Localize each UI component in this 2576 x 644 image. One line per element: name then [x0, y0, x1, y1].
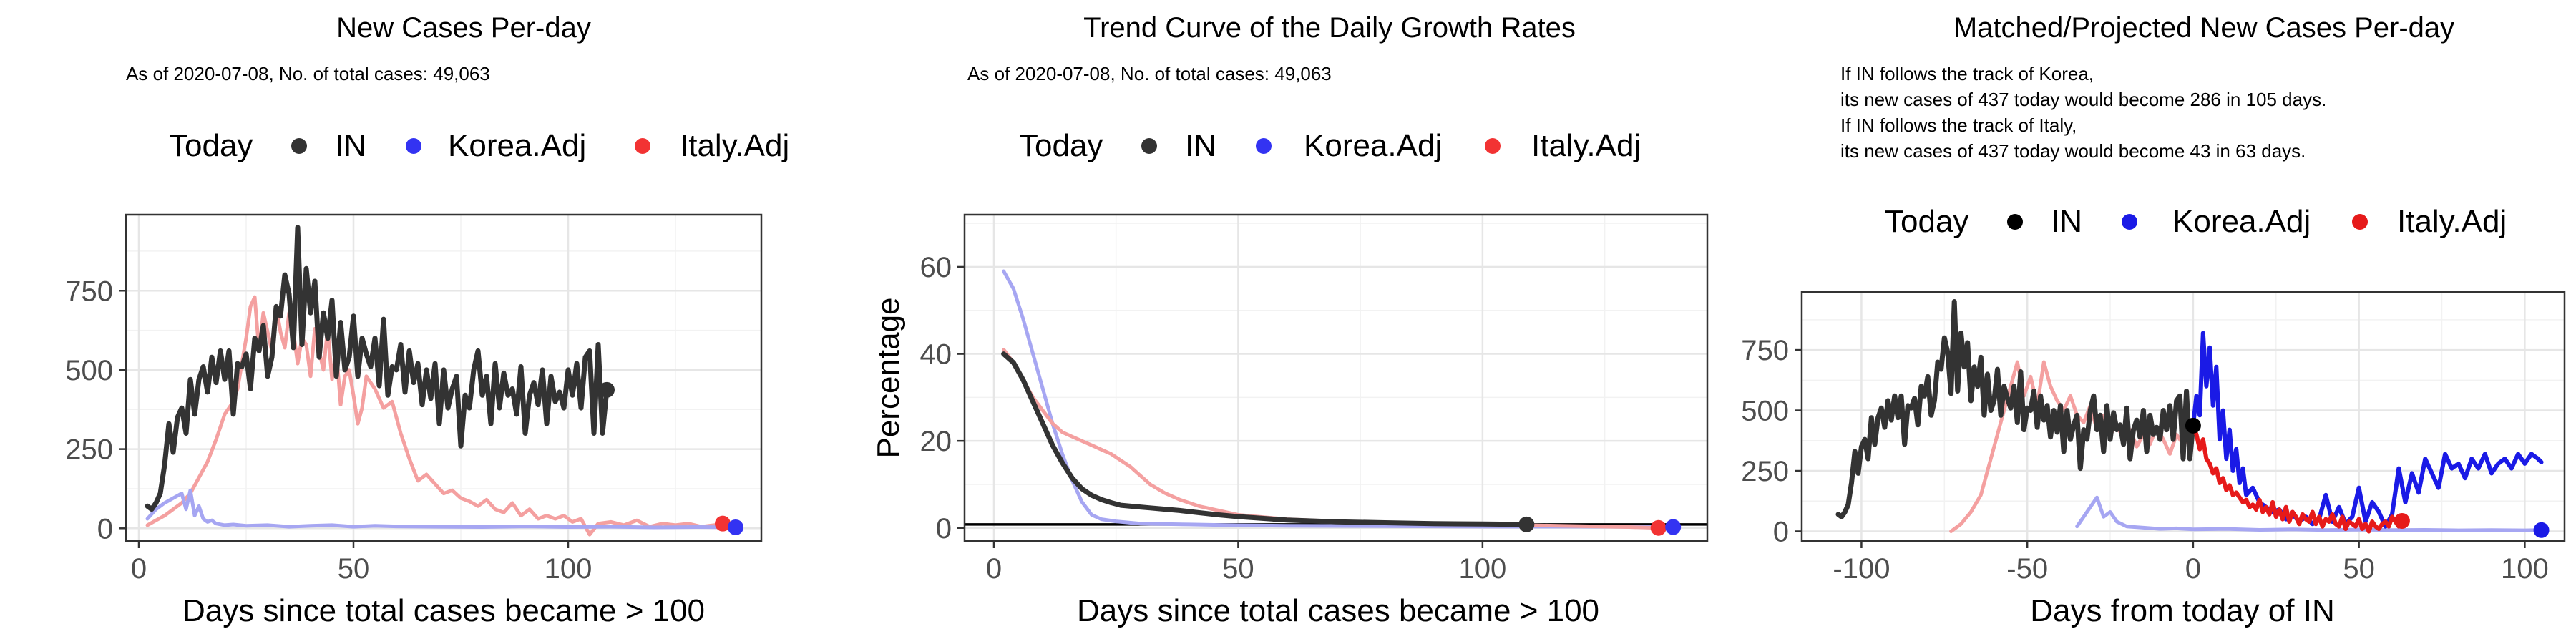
subtitle-line: As of 2020-07-08, No. of total cases: 49… — [967, 63, 1332, 84]
axis-ticks: -100 -50 0 50 100 0 250 500 750 — [1741, 335, 2549, 585]
today-point-korea-adj — [2533, 522, 2550, 538]
today-point-italy-adj — [1650, 519, 1667, 536]
legend-title: Today — [1885, 204, 1968, 239]
today-points — [1518, 516, 1682, 536]
axis-ticks: 0 50 100 0 20 40 60 — [920, 252, 1507, 585]
series-lines — [1835, 299, 2544, 534]
today-points — [599, 381, 743, 535]
series-line-korea-adj-projected — [2190, 331, 2544, 529]
y-tick-label: 0 — [936, 513, 952, 545]
legend-key-in — [2007, 214, 2023, 230]
chart-subtitle: If IN follows the track of Korea, its ne… — [1840, 63, 2326, 162]
x-axis-label: Days from today of IN — [2030, 593, 2334, 628]
subtitle-line: If IN follows the track of Italy, — [1840, 114, 2077, 136]
series-line-in — [145, 225, 610, 512]
x-tick-label: 100 — [2501, 553, 2549, 585]
legend-key-italy — [1485, 138, 1501, 154]
subtitle-line: If IN follows the track of Korea, — [1840, 63, 2094, 84]
y-tick-label: 750 — [1741, 335, 1789, 366]
subtitle-line: its new cases of 437 today would become … — [1840, 89, 2326, 110]
chart-title: New Cases Per-day — [336, 12, 591, 44]
legend-key-italy — [2352, 214, 2368, 230]
today-points — [2185, 417, 2550, 538]
x-tick-label: 50 — [2343, 553, 2375, 585]
y-tick-label: 250 — [1741, 456, 1789, 487]
legend-key-in — [1141, 138, 1157, 154]
x-axis-label: Days since total cases became > 100 — [182, 593, 705, 628]
growth-rate-chart: Trend Curve of the Daily Growth Rates As… — [871, 12, 1709, 628]
x-tick-label: 0 — [2185, 553, 2201, 585]
subtitle-line: its new cases of 437 today would become … — [1840, 140, 2306, 162]
legend-key-korea — [2122, 214, 2137, 230]
x-tick-label: 50 — [1222, 553, 1254, 585]
y-tick-label: 0 — [1773, 516, 1789, 547]
series-line-korea-adj — [1002, 269, 1675, 529]
legend-key-korea — [406, 138, 421, 154]
legend-label-in: IN — [335, 128, 366, 163]
y-tick-label: 0 — [97, 513, 113, 545]
plot-area — [963, 213, 1709, 542]
plot-border — [1800, 291, 2566, 542]
x-tick-label: 100 — [1458, 553, 1506, 585]
chart-subtitle: As of 2020-07-08, No. of total cases: 49… — [967, 63, 1332, 84]
subtitle-line: As of 2020-07-08, No. of total cases: 49… — [126, 63, 490, 84]
today-point-korea-adj — [1665, 519, 1682, 535]
series-line-korea-adj — [145, 488, 738, 530]
new-cases-chart: New Cases Per-day As of 2020-07-08, No. … — [65, 12, 789, 628]
x-tick-label: 50 — [338, 553, 370, 585]
axis-ticks: 0 50 100 0 250 500 750 — [65, 275, 592, 585]
legend-label-korea: Korea.Adj — [1304, 128, 1442, 163]
series-line-korea-adj-matched — [2075, 495, 2544, 532]
y-tick-label: 250 — [65, 434, 113, 466]
chart-title: Trend Curve of the Daily Growth Rates — [1083, 12, 1576, 44]
legend: Today IN Korea.Adj Italy.Adj — [1885, 204, 2507, 239]
y-tick-label: 750 — [65, 275, 113, 307]
x-tick-label: 0 — [131, 553, 147, 585]
x-tick-label: -50 — [2006, 553, 2048, 585]
series-lines — [1001, 269, 1675, 530]
legend-key-italy — [635, 138, 650, 154]
legend-label-italy: Italy.Adj — [680, 128, 789, 163]
chart-title: Matched/Projected New Cases Per-day — [1953, 12, 2454, 44]
today-point-italy-adj — [2394, 512, 2410, 529]
x-axis-label: Days since total cases became > 100 — [1077, 593, 1599, 628]
legend-label-italy: Italy.Adj — [2397, 204, 2507, 239]
today-point-in — [2185, 417, 2201, 434]
x-tick-label: -100 — [1833, 553, 1890, 585]
y-tick-label: 40 — [920, 339, 952, 371]
legend-label-korea: Korea.Adj — [2172, 204, 2311, 239]
y-tick-label: 20 — [920, 426, 952, 457]
legend-key-korea — [1256, 138, 1272, 154]
plot-area — [125, 213, 763, 542]
series-line-in — [1835, 299, 2196, 519]
legend-label-in: IN — [2051, 204, 2082, 239]
series-line-italy-adj-projected — [2190, 423, 2404, 534]
legend-title: Today — [1019, 128, 1103, 163]
legend-label-italy: Italy.Adj — [1531, 128, 1641, 163]
series-line-in — [1001, 351, 1529, 527]
x-tick-label: 100 — [545, 553, 592, 585]
today-point-italy-adj — [715, 515, 731, 532]
today-point-korea-adj — [728, 519, 743, 535]
series-lines — [145, 225, 738, 537]
chart-subtitle: As of 2020-07-08, No. of total cases: 49… — [126, 63, 490, 84]
legend-label-in: IN — [1185, 128, 1216, 163]
projected-cases-chart: Matched/Projected New Cases Per-day If I… — [1741, 12, 2566, 628]
y-tick-label: 500 — [1741, 396, 1789, 427]
today-point-in — [1518, 516, 1535, 532]
y-tick-label: 500 — [65, 355, 113, 386]
plot-border — [125, 213, 763, 542]
legend: Today IN Korea.Adj Italy.Adj — [169, 128, 789, 163]
legend-label-korea: Korea.Adj — [448, 128, 586, 163]
legend-title: Today — [169, 128, 253, 163]
x-tick-label: 0 — [986, 553, 1002, 585]
y-axis-label: Percentage — [871, 297, 906, 458]
y-tick-label: 60 — [920, 252, 952, 283]
legend: Today IN Korea.Adj Italy.Adj — [1019, 128, 1641, 163]
legend-key-in — [291, 138, 307, 154]
today-point-in — [599, 381, 615, 398]
plot-area — [1800, 291, 2566, 542]
plot-border — [963, 213, 1709, 542]
